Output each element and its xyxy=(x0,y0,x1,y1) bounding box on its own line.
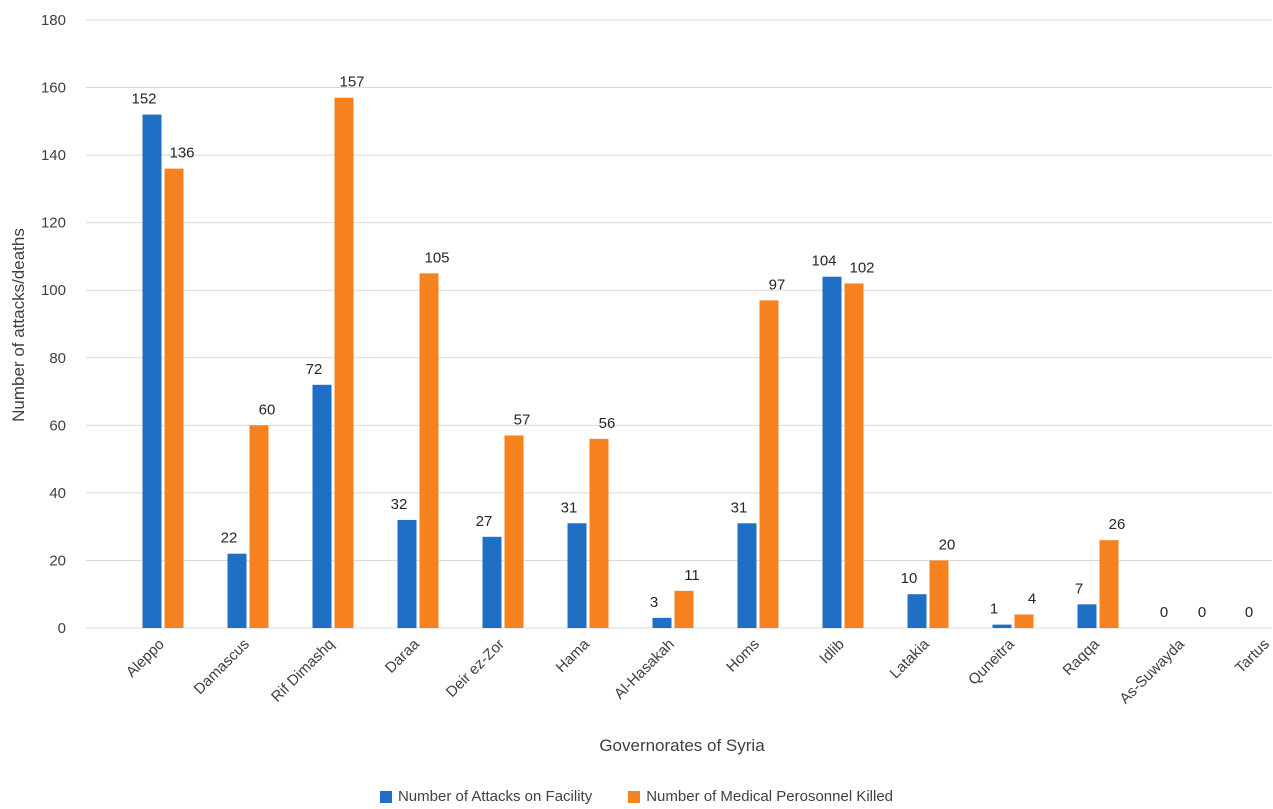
x-tick-label: Deir ez-Zor xyxy=(443,636,508,701)
x-tick-label: Tartus xyxy=(1232,636,1273,677)
y-tick-label: 100 xyxy=(41,282,66,299)
data-label: 1 xyxy=(990,601,998,618)
data-label: 60 xyxy=(259,401,276,418)
data-label: 22 xyxy=(221,530,238,547)
bar-attacks xyxy=(1077,604,1097,628)
bar-attacks xyxy=(822,276,842,628)
y-tick-label: 0 xyxy=(58,620,66,637)
bar-attacks xyxy=(907,594,927,628)
x-tick-label: Quneitra xyxy=(965,635,1018,688)
data-label: 27 xyxy=(476,513,493,530)
data-label: 31 xyxy=(731,499,748,516)
bar-killed xyxy=(674,590,694,628)
bar-killed xyxy=(249,425,269,628)
bar-killed xyxy=(334,97,354,628)
data-label: 0 xyxy=(1160,604,1168,621)
y-tick-label: 20 xyxy=(49,552,66,569)
gridlines xyxy=(86,19,1272,629)
data-label: 102 xyxy=(849,259,874,276)
y-tick-label: 180 xyxy=(41,12,66,29)
bar-killed xyxy=(589,438,609,628)
data-label: 57 xyxy=(514,411,531,428)
bar-attacks xyxy=(652,617,672,628)
bar-attacks xyxy=(227,553,247,628)
x-tick-label: Raqqa xyxy=(1060,635,1104,679)
bar-killed xyxy=(844,283,864,628)
bar-killed xyxy=(419,273,439,628)
legend-swatch-killed xyxy=(628,790,641,803)
y-tick-label: 80 xyxy=(49,350,66,367)
bar-attacks xyxy=(737,523,757,628)
x-tick-label: Homs xyxy=(723,636,763,676)
bars xyxy=(142,97,1119,629)
data-label: 4 xyxy=(1028,590,1036,607)
data-label: 11 xyxy=(684,567,700,584)
x-tick-label: Daraa xyxy=(382,635,423,676)
x-tick-label: Latakia xyxy=(887,635,934,682)
legend-item-killed: Number of Medical Perosonnel Killed xyxy=(628,788,893,805)
legend-item-attacks: Number of Attacks on Facility xyxy=(379,788,593,805)
x-axis-ticks: Aleppo Damascus Rif Dimashq Daraa Deir ez-Zo… xyxy=(123,635,1273,707)
x-tick-label: Aleppo xyxy=(123,636,168,681)
x-tick-label: Idlib xyxy=(816,636,847,667)
x-tick-label: As-Suwayda xyxy=(1116,635,1188,707)
x-axis-label: Governorates of Syria xyxy=(599,736,765,755)
y-axis-ticks: 0 20 40 60 80 100 120 140 160 180 xyxy=(41,12,66,637)
legend-label-killed: Number of Medical Perosonnel Killed xyxy=(646,788,894,805)
bar-attacks xyxy=(992,624,1012,628)
y-tick-label: 120 xyxy=(41,215,66,232)
bar-killed xyxy=(929,560,949,628)
data-label: 105 xyxy=(424,249,449,266)
bar-killed xyxy=(759,300,779,628)
bar-attacks xyxy=(142,114,162,629)
bar-killed xyxy=(164,168,184,628)
bar-attacks xyxy=(312,384,332,628)
data-label: 152 xyxy=(131,91,156,108)
x-tick-label: Al-Hasakah xyxy=(611,636,678,703)
y-axis-label: Number of attacks/deaths xyxy=(9,228,28,422)
y-tick-label: 60 xyxy=(49,417,66,434)
x-tick-label: Rif Dimashq xyxy=(268,636,338,706)
data-label: 31 xyxy=(561,499,578,516)
data-label: 0 xyxy=(1245,604,1253,621)
bar-attacks xyxy=(397,519,417,628)
legend-swatch-attacks xyxy=(379,790,392,803)
y-tick-label: 40 xyxy=(49,485,66,502)
data-label: 7 xyxy=(1075,580,1083,597)
data-label: 97 xyxy=(769,276,786,293)
data-label: 26 xyxy=(1109,516,1126,533)
bar-killed xyxy=(504,435,524,628)
data-label: 104 xyxy=(811,253,836,270)
data-label: 3 xyxy=(650,594,658,611)
bar-killed xyxy=(1014,614,1034,628)
data-label: 72 xyxy=(306,361,323,378)
bar-killed xyxy=(1099,540,1119,628)
legend-label-attacks: Number of Attacks on Facility xyxy=(397,788,593,805)
legend: Number of Attacks on Facility Number of … xyxy=(0,788,1273,805)
bar-attacks xyxy=(567,523,587,628)
y-tick-label: 140 xyxy=(41,147,66,164)
data-label: 56 xyxy=(599,415,616,432)
data-label: 20 xyxy=(939,536,956,553)
data-label: 32 xyxy=(391,496,408,513)
x-tick-label: Hama xyxy=(553,635,594,676)
data-label: 136 xyxy=(169,145,194,162)
x-tick-label: Damascus xyxy=(191,636,253,698)
data-label: 10 xyxy=(901,570,918,587)
bar-attacks xyxy=(482,536,502,628)
data-label: 157 xyxy=(339,74,364,91)
y-tick-label: 160 xyxy=(41,80,66,97)
data-label: 0 xyxy=(1198,604,1206,621)
